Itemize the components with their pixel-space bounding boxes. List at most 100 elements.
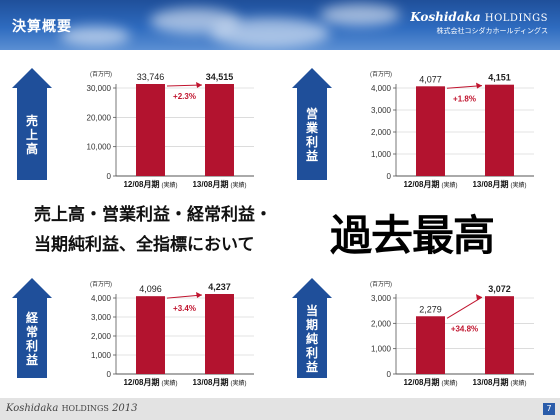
bar <box>136 296 165 374</box>
y-tick-label: 2,000 <box>371 128 392 137</box>
footer-brand-holdings: HOLDINGS <box>61 404 109 413</box>
category-note: (実績) <box>442 379 458 387</box>
up-arrow-icon <box>12 68 52 180</box>
chart-svg: 営業利益 (百万円) 0 1,000 2,000 3,000 4,000 4,077 12/08… <box>292 68 534 189</box>
bar <box>416 86 445 176</box>
brand-holdings: HOLDINGS <box>484 13 548 24</box>
bar-value-label: 4,237 <box>208 282 231 292</box>
bar-value-label: 33,746 <box>137 72 165 82</box>
metric-label-char: 常 <box>26 324 38 339</box>
y-tick-label: 4,000 <box>371 84 392 93</box>
growth-label: +34.8% <box>451 324 478 333</box>
growth-arrow <box>446 296 483 319</box>
y-tick-label: 3,000 <box>371 294 392 303</box>
page-title: 決算概要 <box>12 19 72 35</box>
y-tick-label: 10,000 <box>87 143 112 152</box>
growth-label: +1.8% <box>453 94 476 103</box>
header-banner: 決算概要 Koshidaka HOLDINGS 株式会社コシダカホールディングス <box>0 0 560 50</box>
category-note: (実績) <box>231 181 247 189</box>
growth-arrow <box>446 85 483 89</box>
y-tick-label: 0 <box>387 370 392 379</box>
footer-brand: Koshidaka HOLDINGS 2013 <box>6 403 138 414</box>
page-number: 7 <box>543 403 555 415</box>
growth-arrowhead-icon <box>196 292 203 298</box>
y-tick-label: 2,000 <box>91 332 112 341</box>
category-label: 12/08月期 (実績) <box>123 179 177 189</box>
y-tick-label: 2,000 <box>371 319 392 328</box>
brand-company-name: 株式会社コシダカホールディングス <box>436 27 548 35</box>
y-tick-label: 30,000 <box>87 84 112 93</box>
category-label: 13/08月期 (実績) <box>472 179 526 189</box>
metric-label-char: 益 <box>306 148 318 163</box>
metric-label-char: 益 <box>306 359 318 374</box>
bar-value-label: 2,279 <box>419 304 442 314</box>
y-tick-label: 3,000 <box>371 106 392 115</box>
chart-net-income: 当期純利益 (百万円) 0 1,000 2,000 3,000 2,279 12/08月期 (実… <box>280 262 560 392</box>
bar <box>205 84 234 176</box>
growth-label: +3.4% <box>173 304 196 313</box>
growth-label: +2.3% <box>173 92 196 101</box>
category-label: 12/08月期 (実績) <box>123 377 177 387</box>
bar-value-label: 4,096 <box>139 284 162 294</box>
category-note: (実績) <box>442 181 458 189</box>
metric-label-char: 売 <box>26 113 38 128</box>
bar <box>485 296 514 374</box>
metric-label-char: 純 <box>306 331 318 346</box>
metric-label-char: 営 <box>306 106 318 121</box>
growth-arrow <box>166 84 203 87</box>
up-arrow-icon <box>12 278 52 378</box>
bar <box>416 316 445 374</box>
y-tick-label: 1,000 <box>371 150 392 159</box>
headline-emphasis: 過去最高 <box>330 211 495 260</box>
category-label: 13/08月期 (実績) <box>472 377 526 387</box>
category-label: 13/08月期 (実績) <box>192 377 246 387</box>
growth-arrow <box>166 294 203 299</box>
footer: Koshidaka HOLDINGS 2013 7 <box>0 398 560 420</box>
chart-svg: 売上高 (百万円) 0 10,000 20,000 30,000 33,746 12/08月期… <box>12 68 254 189</box>
unit-label: (百万円) <box>370 281 392 288</box>
chart-svg: 当期純利益 (百万円) 0 1,000 2,000 3,000 2,279 12/08月期 (実… <box>292 278 534 387</box>
up-arrow-icon <box>292 278 332 378</box>
growth-arrowhead-icon <box>196 82 203 88</box>
y-tick-label: 20,000 <box>87 113 112 122</box>
category-label: 12/08月期 (実績) <box>403 377 457 387</box>
bar-value-label: 3,072 <box>488 284 511 294</box>
y-tick-label: 1,000 <box>91 351 112 360</box>
bar <box>205 294 234 374</box>
category-label: 12/08月期 (実績) <box>403 179 457 189</box>
brand-logo: Koshidaka HOLDINGS 株式会社コシダカホールディングス <box>410 10 548 36</box>
bar <box>485 84 514 176</box>
y-tick-label: 0 <box>387 172 392 181</box>
headline-line-2: 当期純利益、全指標において <box>34 235 255 255</box>
y-tick-label: 4,000 <box>91 294 112 303</box>
category-label: 13/08月期 (実績) <box>192 179 246 189</box>
bar-value-label: 34,515 <box>206 72 234 82</box>
chart-svg: 経常利益 (百万円) 0 1,000 2,000 3,000 4,000 4,096 12/08… <box>12 278 254 387</box>
y-tick-label: 0 <box>107 370 112 379</box>
metric-label-char: 当 <box>306 303 318 318</box>
metric-label-char: 期 <box>306 317 318 332</box>
bar-value-label: 4,077 <box>419 74 442 84</box>
metric-label-char: 利 <box>306 345 318 360</box>
metric-label-char: 経 <box>26 310 39 325</box>
growth-arrowhead-icon <box>476 294 483 301</box>
unit-label: (百万円) <box>370 71 392 78</box>
metric-label-char: 業 <box>305 120 319 135</box>
y-tick-label: 1,000 <box>371 345 392 354</box>
unit-label: (百万円) <box>90 71 112 78</box>
bar <box>136 84 165 176</box>
up-arrow-icon <box>292 68 332 180</box>
headline-line-1: 売上高・営業利益・経常利益・ <box>34 205 272 225</box>
category-note: (実績) <box>511 181 527 189</box>
category-note: (実績) <box>231 379 247 387</box>
brand-name: Koshidaka <box>410 10 481 24</box>
category-note: (実績) <box>162 181 178 189</box>
metric-label-char: 利 <box>26 338 38 353</box>
bar-value-label: 4,151 <box>488 73 511 83</box>
y-tick-label: 3,000 <box>91 313 112 322</box>
chart-sales: 売上高 (百万円) 0 10,000 20,000 30,000 33,746 12/08月期… <box>0 52 280 194</box>
chart-ordinary-profit: 経常利益 (百万円) 0 1,000 2,000 3,000 4,000 4,096 12/08… <box>0 262 280 392</box>
metric-label-char: 益 <box>26 352 38 367</box>
category-note: (実績) <box>511 379 527 387</box>
growth-arrowhead-icon <box>476 82 483 89</box>
